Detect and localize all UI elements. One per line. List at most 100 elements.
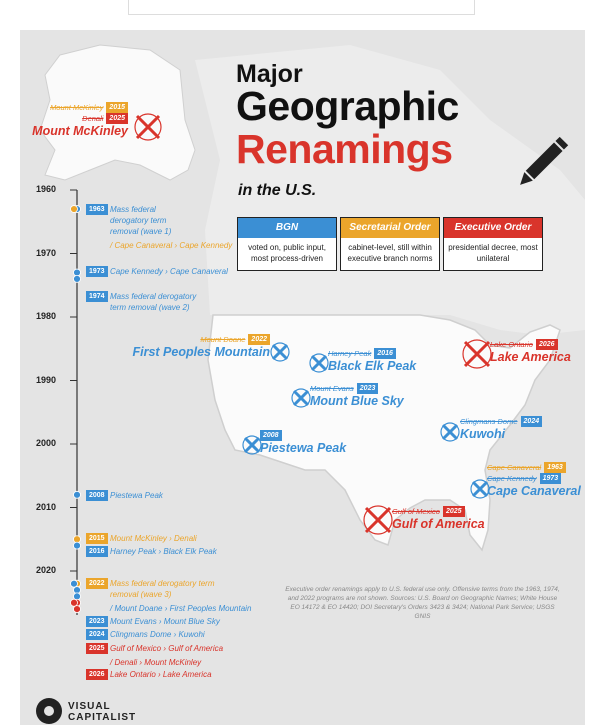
old-name: Harney Peak [328, 349, 372, 358]
map-step: Denali 2025 [32, 113, 128, 124]
legend-title: BGN [238, 218, 336, 238]
footnote: Executive order renamings apply to U.S. … [285, 586, 560, 620]
legend-box: Executive Order presidential decree, most… [443, 217, 543, 271]
year-badge: 1973 [86, 266, 108, 277]
x-mark [135, 114, 161, 140]
old-name: Cape Kennedy [487, 474, 537, 483]
event-text: Piestewa Peak [110, 491, 163, 500]
map-step: Mount McKinley 2015 [32, 102, 128, 113]
new-name: Kuwohi [460, 427, 506, 441]
tick-label: 1990 [36, 374, 57, 385]
year-badge: 2008 [86, 490, 108, 501]
map-step: Mount Doane 2022 [132, 334, 270, 345]
step-year: 2025 [442, 506, 465, 517]
event-also: / Cape Canaveral › Cape Kennedy [110, 241, 233, 250]
tick-label: 1960 [36, 184, 57, 194]
step-year: 2024 [520, 416, 543, 427]
legend-box: Secretarial Order cabinet-level, still wi… [340, 217, 440, 271]
event: Mass federal derogatory term removal (wa… [110, 291, 202, 313]
old-name: Mount Doane [200, 335, 246, 344]
map-label: Clingmans Dome 2024 Kuwohi [460, 416, 543, 441]
map-label: Mount Doane 2022 First Peoples Mountain [132, 334, 270, 359]
x-mark-ring [309, 353, 329, 373]
legend-desc: presidential decree, most unilateral [448, 243, 538, 263]
event: Gulf of Mexico › Gulf of America / Denali… [110, 643, 250, 668]
timeline-dot [70, 205, 78, 213]
infographic: Major Geographic Renamings in the U.S. E… [20, 30, 585, 725]
step-year: 2022 [248, 334, 270, 345]
event-text: Cape Kennedy › Cape Canaveral [110, 267, 228, 276]
tick-label: 1980 [36, 311, 57, 321]
map-step: Mount Evans 2023 [310, 383, 404, 394]
tick-label: 2020 [36, 565, 57, 575]
map-label: 2008 Piestewa Peak [260, 430, 346, 455]
event: Lake Ontario › Lake America [110, 669, 250, 680]
year-badge: 2015 [86, 533, 108, 544]
new-name: Lake America [490, 350, 571, 364]
timeline-dot [73, 274, 81, 283]
old-name: Clingmans Dome [460, 417, 518, 426]
map-step: Gulf of Mexico 2025 [392, 506, 485, 517]
timeline-dot [73, 605, 81, 613]
event: Harney Peak › Black Elk Peak [110, 546, 250, 557]
lower-48 [207, 314, 561, 552]
event-text: Clingmans Dome › Kuwohi [110, 630, 205, 639]
event: Mount McKinley › Denali [110, 533, 250, 544]
map-label: Cape Canaveral 1963 Cape Kennedy 1973 Cape C… [487, 462, 581, 498]
old-name: Mount McKinley [50, 103, 104, 112]
x-mark [471, 480, 489, 498]
step-year: 2025 [106, 113, 128, 124]
step-year: 2008 [260, 430, 282, 441]
legend-desc: cabinet-level, still within executive br… [347, 243, 433, 263]
new-name: Mount Blue Sky [310, 394, 404, 408]
old-name: Denali [82, 114, 104, 123]
event-text: Lake Ontario › Lake America [110, 670, 212, 679]
step-year: 1963 [544, 462, 566, 473]
timeline-dot [70, 579, 78, 588]
top-strip [128, 0, 475, 15]
tick-label: 2000 [36, 438, 57, 448]
year-badge: 2022 [86, 578, 108, 589]
old-name: Mount Evans [310, 384, 354, 393]
event-text: Mount McKinley › Denali [110, 534, 197, 543]
map-label: Mount Evans 2023 Mount Blue Sky [310, 383, 404, 408]
step-year: 2015 [106, 102, 128, 113]
map-step: Cape Kennedy 1973 [487, 473, 581, 484]
x-mark [292, 389, 310, 407]
title-line2: Geographic [236, 83, 459, 129]
new-name: Cape Canaveral [487, 484, 581, 498]
timeline-dot [73, 586, 81, 594]
year-badge: 1963 [86, 204, 108, 215]
event: Piestewa Peak [110, 490, 250, 501]
map-label: Gulf of Mexico 2025 Gulf of America [392, 506, 485, 531]
event-text: Mass federal derogatory term removal (wa… [110, 205, 172, 236]
new-name: Mount McKinley [32, 124, 128, 138]
legend-desc: voted on, public input, most process-dri… [248, 243, 326, 263]
x-mark [243, 436, 261, 454]
x-mark [441, 423, 459, 441]
tick-label: 1970 [36, 247, 57, 258]
map-label: Lake Ontario 2026 Lake America [490, 339, 571, 364]
x-mark-ring [462, 339, 492, 369]
map-step: Cape Canaveral 1963 [487, 462, 581, 473]
legend-title: Executive Order [444, 218, 542, 238]
timeline-dot [70, 598, 78, 607]
title-line4: in the U.S. [238, 182, 317, 199]
year-badge: 2024 [86, 629, 108, 640]
brand: VISUAL CAPITALIST [68, 701, 137, 723]
event: Cape Kennedy › Cape Canaveral [110, 266, 250, 277]
event: Mount Evans › Mount Blue Sky [110, 616, 250, 627]
new-name: Piestewa Peak [260, 441, 347, 455]
old-name: Lake Ontario [490, 340, 533, 349]
year-badge: 2025 [86, 643, 108, 654]
x-mark-ring [470, 479, 490, 499]
event-text: Gulf of Mexico › Gulf of America [110, 644, 224, 653]
event-text: Mass federal derogatory term removal (wa… [110, 579, 215, 599]
event-text: Mount Evans › Mount Blue Sky [110, 617, 220, 626]
event-also: / Mount Doane › First Peoples Mountain [110, 604, 252, 613]
legend-box: BGN voted on, public input, most process-… [237, 217, 337, 271]
map-step: Clingmans Dome 2024 [460, 416, 543, 427]
event: Clingmans Dome › Kuwohi [110, 629, 250, 640]
old-name: Cape Canaveral [487, 463, 542, 472]
